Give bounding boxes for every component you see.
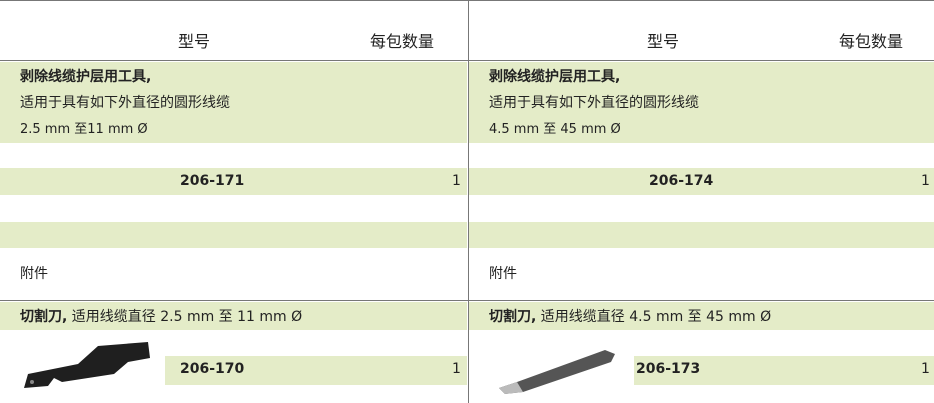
row-bg [469,222,934,248]
item-qty: 1 [452,173,461,189]
item-number: 206-174 [649,173,714,189]
section-border [0,300,934,301]
tool-image [24,342,150,388]
item-qty: 1 [921,173,930,189]
row-bg [0,302,467,330]
header-qty: 每包数量 [839,32,904,51]
row-bg [165,356,467,385]
accessory-heading: 附件 [20,266,48,282]
column-divider [468,0,469,403]
accessory-line: 切割刀, 适用线缆直径 2.5 mm 至 11 mm Ø [20,306,302,326]
accessory-name: 切割刀, [20,309,68,325]
header-border [0,60,934,61]
product-title: 剥除线缆护层用工具, [20,69,152,85]
row-bg [0,168,467,195]
product-range: 4.5 mm 至 45 mm Ø [489,122,621,137]
accessory-desc: 适用线缆直径 4.5 mm 至 45 mm Ø [536,309,772,325]
row-bg [469,302,934,330]
accessory-name: 切割刀, [489,309,537,325]
row-bg [0,222,467,248]
item-qty: 1 [921,361,930,377]
row-bg [469,62,934,143]
tool-image [499,350,615,394]
item-qty: 1 [452,361,461,377]
row-bg [469,168,934,195]
header-model: 型号 [178,32,211,51]
product-title: 剥除线缆护层用工具, [489,69,621,85]
accessory-heading: 附件 [489,266,517,282]
header-model: 型号 [647,32,680,51]
item-number: 206-170 [180,361,245,377]
product-desc: 适用于具有如下外直径的圆形线缆 [20,95,230,111]
product-range: 2.5 mm 至11 mm Ø [20,122,148,137]
item-number: 206-171 [180,173,245,189]
top-border [0,0,934,1]
row-bg [0,62,467,143]
header-qty: 每包数量 [370,32,435,51]
accessory-line: 切割刀, 适用线缆直径 4.5 mm 至 45 mm Ø [489,306,771,326]
accessory-desc: 适用线缆直径 2.5 mm 至 11 mm Ø [67,309,303,325]
item-number: 206-173 [636,361,701,377]
product-desc: 适用于具有如下外直径的圆形线缆 [489,95,699,111]
row-bg [634,356,934,385]
